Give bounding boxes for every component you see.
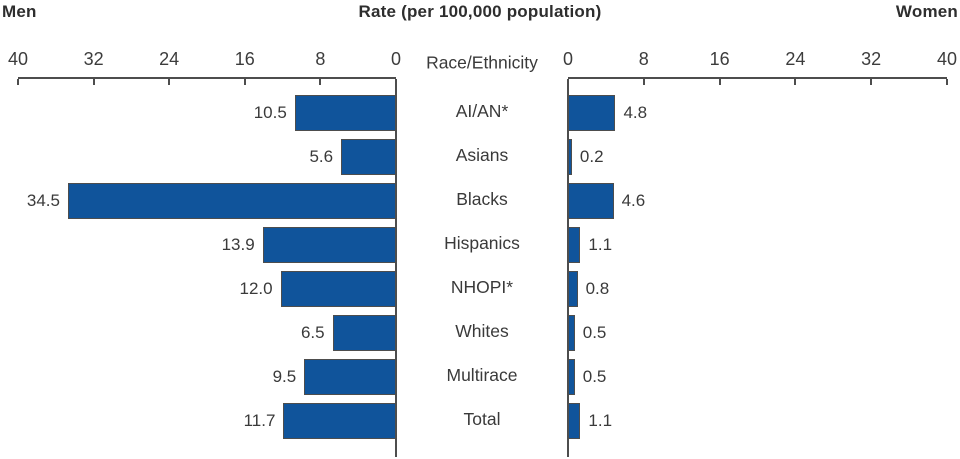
women-bar-value-label: 0.5 [582, 367, 607, 386]
men-side-label: Men [2, 2, 37, 21]
men-axis-tick-label: 40 [7, 49, 29, 69]
men-bar-value-label: 10.5 [253, 103, 287, 122]
category-column: Race/Ethnicity AI/AN* Asians Blacks Hispani… [396, 53, 568, 455]
men-bar [341, 139, 396, 175]
women-axis-tick-label: 32 [861, 49, 882, 69]
men-bar-row: 13.9 [18, 227, 396, 263]
women-bar-row: 0.5 [568, 359, 947, 395]
women-bar-row: 4.8 [568, 95, 947, 131]
women-axis-tick [718, 79, 721, 85]
men-bar-value-label: 13.9 [221, 235, 255, 254]
men-bar-value-label: 9.5 [272, 367, 297, 386]
women-bar-row: 0.5 [568, 315, 947, 351]
women-axis-tick-label: 8 [638, 49, 649, 69]
men-bar-row: 10.5 [18, 95, 396, 131]
men-bar-value-label: 5.6 [309, 147, 334, 166]
men-axis-tick [168, 79, 171, 85]
women-axis-tick [794, 79, 797, 85]
women-axis-tick-label: 40 [936, 49, 958, 69]
men-bar-row: 12.0 [18, 271, 396, 307]
women-bar [568, 95, 616, 131]
women-bar-row: 0.2 [568, 139, 947, 175]
men-bar-row: 34.5 [18, 183, 396, 219]
category-axis-title: Race/Ethnicity [426, 52, 538, 73]
men-zero-baseline [395, 79, 397, 457]
chart-title: Rate (per 100,000 population) [358, 2, 602, 21]
men-bar [294, 95, 396, 131]
women-bar-row: 1.1 [568, 227, 947, 263]
category-label: NHOPI* [450, 276, 514, 297]
men-axis-tick [243, 79, 246, 85]
men-axis-tick-label: 24 [159, 49, 180, 69]
men-bar-row: 5.6 [18, 139, 396, 175]
women-bar [568, 315, 575, 351]
women-bar-value-label: 4.8 [623, 103, 648, 122]
women-side-label: Women [895, 2, 958, 21]
women-bar [568, 183, 614, 219]
women-bar-value-label: 0.5 [582, 323, 607, 342]
women-bar [568, 359, 575, 395]
women-plot-area: 0 8 16 24 32 40 4.8 0.2 4.6 1.1 0.8 0.5 0.5 1.1 [563, 49, 957, 457]
men-bar [304, 359, 396, 395]
category-label: Hispanics [444, 232, 520, 253]
men-plot-area: 40 32 24 16 8 0 10.5 5.6 34.5 13.9 12.0 6.5 9.5 11.7 [8, 49, 401, 457]
category-label: Whites [455, 320, 509, 341]
women-axis-tick [870, 79, 873, 85]
men-bar [67, 183, 396, 219]
women-axis-tick [642, 79, 645, 85]
men-bar-row: 9.5 [18, 359, 396, 395]
men-bar-value-label: 11.7 [243, 411, 276, 430]
men-axis-tick [17, 79, 19, 85]
men-bar [262, 227, 396, 263]
category-label: Total [463, 408, 501, 429]
women-zero-baseline [567, 79, 569, 457]
men-bar-row: 6.5 [18, 315, 396, 351]
women-bar [568, 403, 581, 439]
men-axis-tick [395, 79, 397, 85]
men-bar-value-label: 34.5 [26, 191, 60, 210]
women-bar-row: 4.6 [568, 183, 947, 219]
men-bar-value-label: 12.0 [239, 279, 273, 298]
women-bar [568, 227, 581, 263]
men-bar [283, 403, 396, 439]
men-axis-tick [92, 79, 95, 85]
women-axis-tick [946, 79, 948, 85]
women-axis-tick-label: 0 [562, 49, 574, 69]
men-axis-tick-label: 8 [315, 49, 326, 69]
men-bar-row: 11.7 [18, 403, 396, 439]
men-axis-tick [319, 79, 322, 85]
women-bar-row: 1.1 [568, 403, 947, 439]
women-bar-value-label: 0.2 [579, 147, 604, 166]
women-bar-row: 0.8 [568, 271, 947, 307]
women-bar-value-label: 4.6 [621, 191, 646, 210]
category-label: Multirace [446, 364, 518, 385]
men-bar [280, 271, 396, 307]
men-bar-value-label: 6.5 [300, 323, 325, 342]
category-label: Asians [455, 144, 509, 165]
women-bar-value-label: 1.1 [588, 411, 613, 430]
women-bar [568, 139, 572, 175]
women-bar [568, 271, 578, 307]
women-bar-value-label: 0.8 [585, 279, 610, 298]
women-axis-tick [567, 79, 569, 85]
men-bar [332, 315, 396, 351]
men-axis-tick-label: 32 [83, 49, 104, 69]
men-axis-tick-label: 0 [390, 49, 402, 69]
women-axis-tick-label: 16 [709, 49, 730, 69]
women-axis-tick-label: 24 [785, 49, 806, 69]
category-label: Blacks [456, 188, 508, 209]
men-axis-tick-label: 16 [234, 49, 255, 69]
category-label: AI/AN* [455, 100, 509, 121]
women-bar-value-label: 1.1 [588, 235, 613, 254]
